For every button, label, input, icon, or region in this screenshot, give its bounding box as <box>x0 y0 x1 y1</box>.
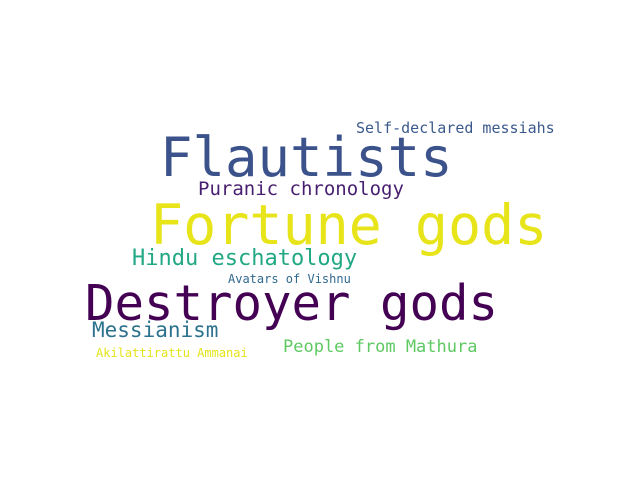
word-fortune-gods: Fortune gods <box>150 193 548 257</box>
word-people-from-mathura: People from Mathura <box>283 337 478 357</box>
word-destroyer-gods: Destroyer gods <box>85 275 499 332</box>
word-messianism: Messianism <box>92 318 219 342</box>
word-akilattirattu-ammanai: Akilattirattu Ammanai <box>96 346 248 360</box>
word-flautists: Flautists <box>160 126 453 189</box>
word-avatars-of-vishnu: Avatars of Vishnu <box>228 272 351 286</box>
word-self-declared-messiahs: Self-declared messiahs <box>356 119 555 137</box>
word-puranic-chronology: Puranic chronology <box>198 178 404 200</box>
word-hindu-eschatology: Hindu eschatology <box>132 246 358 271</box>
